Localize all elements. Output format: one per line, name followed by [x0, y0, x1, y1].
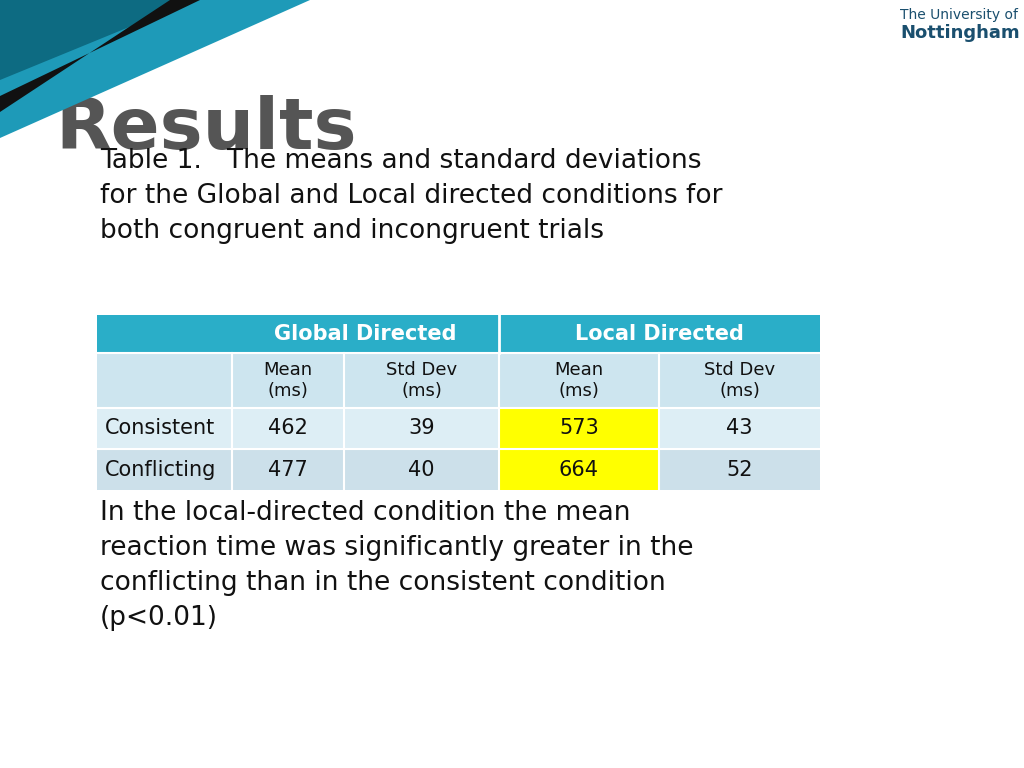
- Polygon shape: [344, 353, 499, 408]
- Polygon shape: [659, 408, 820, 449]
- Polygon shape: [659, 449, 820, 490]
- Text: Std Dev
(ms): Std Dev (ms): [386, 362, 457, 399]
- Polygon shape: [499, 449, 659, 490]
- Text: 52: 52: [726, 459, 753, 479]
- Polygon shape: [0, 0, 310, 138]
- Text: Mean
(ms): Mean (ms): [554, 362, 603, 399]
- Polygon shape: [499, 353, 659, 408]
- Polygon shape: [659, 353, 820, 408]
- Polygon shape: [344, 408, 499, 449]
- Text: 664: 664: [559, 459, 599, 479]
- Polygon shape: [499, 315, 820, 353]
- Polygon shape: [0, 0, 195, 80]
- Text: The University of: The University of: [900, 8, 1018, 22]
- Text: 40: 40: [409, 459, 435, 479]
- Polygon shape: [344, 449, 499, 490]
- Polygon shape: [232, 353, 344, 408]
- Polygon shape: [232, 408, 344, 449]
- Polygon shape: [97, 353, 232, 408]
- Polygon shape: [232, 449, 344, 490]
- Polygon shape: [499, 408, 659, 449]
- Text: 39: 39: [409, 419, 435, 439]
- Text: 573: 573: [559, 419, 599, 439]
- Text: Global Directed: Global Directed: [274, 324, 457, 344]
- Text: Table 1.   The means and standard deviations
for the Global and Local directed c: Table 1. The means and standard deviatio…: [100, 148, 723, 244]
- Text: Nottingham: Nottingham: [900, 24, 1020, 42]
- Text: Results: Results: [55, 95, 356, 164]
- Text: Conflicting: Conflicting: [105, 459, 216, 479]
- Text: 477: 477: [268, 459, 308, 479]
- Text: 43: 43: [726, 419, 753, 439]
- Text: Consistent: Consistent: [105, 419, 215, 439]
- Polygon shape: [97, 408, 232, 449]
- Polygon shape: [97, 315, 232, 353]
- Polygon shape: [232, 315, 499, 353]
- Polygon shape: [0, 0, 200, 112]
- Text: 462: 462: [268, 419, 308, 439]
- Text: Mean
(ms): Mean (ms): [263, 362, 312, 399]
- Text: In the local-directed condition the mean
reaction time was significantly greater: In the local-directed condition the mean…: [100, 500, 693, 631]
- Text: Std Dev
(ms): Std Dev (ms): [703, 362, 775, 399]
- Text: Local Directed: Local Directed: [575, 324, 744, 344]
- Polygon shape: [97, 449, 232, 490]
